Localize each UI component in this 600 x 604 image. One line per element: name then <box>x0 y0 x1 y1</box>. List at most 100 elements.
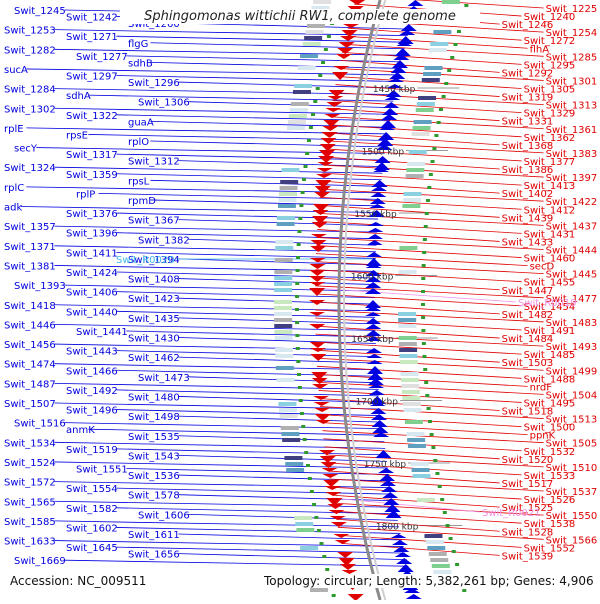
reverse-marker <box>296 256 301 259</box>
reverse-label-connector <box>315 341 522 355</box>
reverse-label-connector <box>340 60 500 73</box>
reverse-marker <box>331 594 336 597</box>
reverse-cog-block <box>279 414 298 418</box>
reverse-gene-label: Swit_1402 <box>502 189 554 200</box>
forward-gene-arrow <box>394 48 411 56</box>
forward-gene-label: Swit_1306 <box>138 98 190 109</box>
reverse-gene-label: Swit_1383 <box>546 149 598 160</box>
forward-cog-block <box>406 432 425 436</box>
reverse-label-connector <box>321 180 500 194</box>
forward-cog-block <box>407 438 426 442</box>
reverse-label-connector <box>320 188 544 202</box>
forward-marker <box>439 108 444 111</box>
forward-gene-arrow <box>369 204 386 208</box>
forward-marker <box>450 56 455 59</box>
forward-label-connector <box>54 461 389 469</box>
forward-cog-block <box>441 0 460 4</box>
reverse-cog-block <box>274 312 293 316</box>
reverse-marker <box>320 61 325 64</box>
forward-gene-arrow <box>391 540 408 545</box>
forward-label-connector <box>116 409 382 416</box>
forward-cog-block <box>398 324 417 328</box>
forward-gene-arrow <box>365 264 382 268</box>
forward-gene-arrow <box>383 498 400 505</box>
forward-label-connector <box>54 88 395 95</box>
reverse-label-connector <box>322 430 544 444</box>
reverse-gene-label: Swit_1368 <box>502 141 554 152</box>
scale-label: 1550 kbp <box>354 210 397 220</box>
reverse-gene-arrow <box>319 144 336 151</box>
reverse-label-connector <box>331 494 500 508</box>
forward-label-connector <box>178 22 410 30</box>
forward-marker <box>431 446 436 449</box>
reverse-label-connector <box>338 68 544 81</box>
forward-gene-arrow <box>365 258 382 266</box>
forward-marker <box>425 394 430 397</box>
reverse-gene-label: Swit_1495 <box>524 398 576 409</box>
map-title: Sphingomonas wittichii RW1, complete gen… <box>120 9 480 24</box>
forward-gene-arrow <box>366 348 383 353</box>
forward-marker <box>442 511 447 514</box>
reverse-cog-block <box>281 432 300 436</box>
forward-gene-arrow <box>376 144 393 150</box>
forward-gene-label: Swit_1271 <box>66 32 118 43</box>
forward-marker <box>433 459 438 462</box>
reverse-label-connector <box>322 172 522 186</box>
reverse-cog-block <box>274 288 293 292</box>
forward-cog-block <box>428 48 447 52</box>
forward-gene-arrow <box>393 54 410 60</box>
forward-gene-arrow <box>379 474 396 481</box>
forward-cog-block <box>412 474 431 478</box>
forward-gene-arrow <box>365 288 382 294</box>
reverse-label-connector <box>337 76 522 89</box>
reverse-label-connector <box>318 212 544 226</box>
forward-cog-block <box>408 150 427 154</box>
reverse-label-connector <box>321 422 528 436</box>
forward-cog-block <box>400 378 419 382</box>
forward-label-connector <box>116 527 401 534</box>
forward-gene-label: Swit_1381 <box>4 261 56 272</box>
forward-marker <box>421 277 426 280</box>
forward-cog-block <box>398 312 417 316</box>
forward-gene-label: Swit_1606 <box>138 510 190 521</box>
forward-marker <box>428 173 433 176</box>
reverse-marker <box>323 48 328 51</box>
forward-gene-arrow <box>371 414 388 420</box>
forward-cog-block <box>431 564 450 568</box>
reverse-gene-label: Swit_1295 <box>524 60 576 71</box>
reverse-label-connector <box>319 196 522 210</box>
reverse-cog-block <box>304 36 323 40</box>
reverse-gene-label: Swit_1552 <box>524 543 576 554</box>
reverse-gene-arrow <box>328 510 345 514</box>
reverse-gene-arrow <box>313 396 330 400</box>
forward-marker <box>422 251 427 254</box>
forward-label-connector <box>54 324 376 331</box>
scale-label: 1800 kbp <box>376 523 419 533</box>
forward-gene-label: Swit_1507 <box>4 399 56 410</box>
reverse-marker <box>307 477 312 480</box>
reverse-cog-block <box>276 222 295 226</box>
forward-gene-arrow <box>397 36 414 44</box>
reverse-gene-label: Swit_1313 <box>546 101 598 112</box>
forward-gene-arrow <box>389 72 406 79</box>
forward-gene-label: Swit_1253 <box>4 26 56 37</box>
forward-label-connector <box>54 382 379 390</box>
forward-gene-label: Swit_1371 <box>4 242 56 253</box>
reverse-gene-label: Swit_1503 <box>502 358 554 369</box>
forward-label-connector <box>64 559 409 567</box>
forward-gene-label: Swit_1498 <box>128 412 180 423</box>
forward-gene-label: Swit_1430 <box>128 334 180 345</box>
reverse-gene-label: Swit_1439 <box>502 213 554 224</box>
reverse-gene-label: Swit_1485 <box>524 350 576 361</box>
forward-gene-label: Swit_1423 <box>128 294 180 305</box>
reverse-label-connector <box>336 518 500 532</box>
forward-marker <box>453 43 458 46</box>
forward-gene-label: Swit_1572 <box>4 478 56 489</box>
reverse-gene-label: Swit_1362 <box>524 133 576 144</box>
reverse-gene-arrow <box>338 558 355 566</box>
reverse-gene-arrow <box>310 348 327 352</box>
reverse-cog-block <box>278 402 297 406</box>
forward-label-connector <box>178 356 377 364</box>
reverse-marker <box>295 347 300 350</box>
forward-gene-arrow <box>375 450 392 458</box>
